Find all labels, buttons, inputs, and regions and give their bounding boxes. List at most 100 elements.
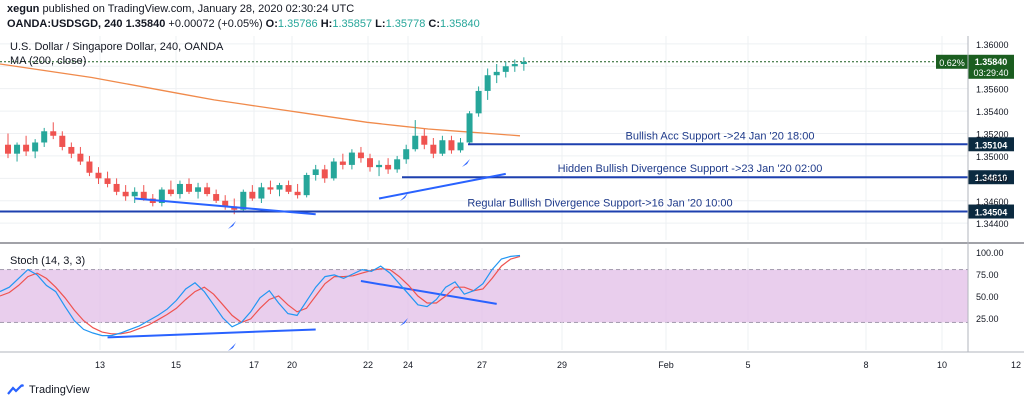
low-label: L: bbox=[375, 18, 386, 30]
time-tick-label: 24 bbox=[403, 360, 413, 370]
candle-body bbox=[439, 140, 446, 154]
candle-body bbox=[195, 187, 202, 192]
candle-body bbox=[131, 191, 138, 197]
author-name[interactable]: xegun bbox=[7, 3, 40, 15]
candle bbox=[511, 59, 518, 72]
candle-body bbox=[520, 61, 527, 65]
candle-body bbox=[511, 64, 518, 67]
low-value: 1.35778 bbox=[385, 18, 426, 30]
candle bbox=[186, 178, 192, 195]
trendlines bbox=[107, 159, 506, 351]
candle bbox=[502, 61, 509, 78]
candle bbox=[466, 111, 473, 145]
support-level-badge-label: 1.34810 bbox=[975, 173, 1008, 183]
arrow-marker-icon bbox=[228, 221, 236, 229]
ma-line-group bbox=[0, 63, 521, 137]
time-tick-label: 8 bbox=[863, 360, 868, 370]
candle-body bbox=[421, 135, 428, 145]
main-trendline bbox=[134, 197, 316, 216]
support-level-label: Regular Bullish Divergence Support->16 J… bbox=[467, 198, 732, 210]
candle bbox=[493, 64, 500, 84]
time-tick-label: 29 bbox=[557, 360, 567, 370]
stoch-lines bbox=[0, 254, 521, 337]
candle-body bbox=[348, 152, 355, 165]
support-level-badge bbox=[968, 170, 1014, 185]
candle-body bbox=[339, 161, 346, 165]
candle bbox=[122, 185, 129, 201]
candle bbox=[348, 149, 355, 170]
candle bbox=[204, 182, 211, 197]
candle bbox=[77, 146, 84, 165]
candle bbox=[330, 158, 337, 181]
candle-body bbox=[158, 189, 165, 204]
candle-body bbox=[59, 135, 66, 147]
candle bbox=[50, 122, 57, 140]
stoch-tick-label: 25.00 bbox=[976, 314, 999, 324]
candle-body bbox=[367, 158, 373, 168]
candle bbox=[475, 86, 482, 117]
arrow-marker-icon bbox=[228, 343, 236, 351]
pct-badge bbox=[936, 54, 968, 69]
price-tick-label: 1.35400 bbox=[976, 107, 1009, 117]
ma-200-line bbox=[0, 63, 521, 137]
candle-body bbox=[68, 146, 75, 154]
time-tick-label: Feb bbox=[658, 360, 674, 370]
candle-body bbox=[376, 164, 383, 168]
candle-body bbox=[303, 174, 310, 196]
candle bbox=[23, 135, 30, 156]
candle-body bbox=[457, 142, 464, 151]
candle bbox=[457, 138, 464, 153]
axes: 1.360001.358001.356001.354001.352001.350… bbox=[95, 40, 1021, 370]
candle-body bbox=[258, 187, 265, 199]
published-text: published on TradingView.com, January 28… bbox=[42, 3, 355, 15]
candle-body bbox=[204, 187, 211, 195]
main-legend-title: U.S. Dollar / Singapore Dollar, 240, OAN… bbox=[10, 41, 224, 53]
close-value: 1.35840 bbox=[440, 18, 480, 30]
time-tick-label: 15 bbox=[171, 360, 181, 370]
price-tick-label: 1.35600 bbox=[976, 85, 1009, 95]
candle-body bbox=[394, 159, 401, 170]
candle bbox=[412, 120, 419, 152]
candle bbox=[357, 146, 364, 163]
time-tick-label: 22 bbox=[363, 360, 373, 370]
open-value: 1.35786 bbox=[277, 18, 318, 30]
candle-body bbox=[23, 144, 30, 152]
candle-body bbox=[32, 142, 39, 152]
support-level-label: Hidden Bullish Divergence Support ->23 J… bbox=[558, 163, 823, 175]
candle bbox=[394, 155, 401, 173]
candle-body bbox=[412, 135, 419, 150]
footer-brand: TradingView bbox=[29, 384, 90, 396]
candle bbox=[5, 133, 11, 159]
time-tick-label: 17 bbox=[249, 360, 259, 370]
candle-body bbox=[403, 149, 410, 160]
candle bbox=[131, 187, 138, 204]
candle-body bbox=[167, 189, 174, 195]
candle-body bbox=[240, 191, 247, 210]
candle-body bbox=[357, 152, 364, 159]
stoch-d-line bbox=[0, 255, 521, 335]
candle bbox=[403, 144, 410, 164]
candle bbox=[104, 171, 111, 188]
price-tick-label: 1.35200 bbox=[976, 130, 1009, 140]
candle-body bbox=[86, 161, 93, 173]
tradingview-logo[interactable]: TradingView bbox=[7, 384, 90, 396]
arrow-marker-icon bbox=[462, 159, 470, 167]
time-tick-label: 27 bbox=[477, 360, 487, 370]
candle bbox=[158, 187, 165, 207]
high-value: 1.35857 bbox=[332, 18, 373, 30]
support-level-label: Bullish Acc Support ->24 Jan '20 18:00 bbox=[626, 130, 815, 142]
candle bbox=[448, 135, 455, 154]
candle-body bbox=[41, 131, 48, 143]
candle bbox=[258, 182, 265, 204]
stoch-k-line bbox=[0, 254, 521, 337]
candle bbox=[113, 178, 120, 196]
candle-body bbox=[14, 144, 21, 154]
price-badge bbox=[968, 54, 1014, 79]
candle bbox=[68, 142, 75, 159]
candle bbox=[430, 138, 437, 159]
candle-body bbox=[140, 191, 147, 199]
candle-body bbox=[430, 144, 437, 154]
tradingview-logo-icon bbox=[7, 384, 24, 395]
candle-body bbox=[113, 183, 120, 192]
